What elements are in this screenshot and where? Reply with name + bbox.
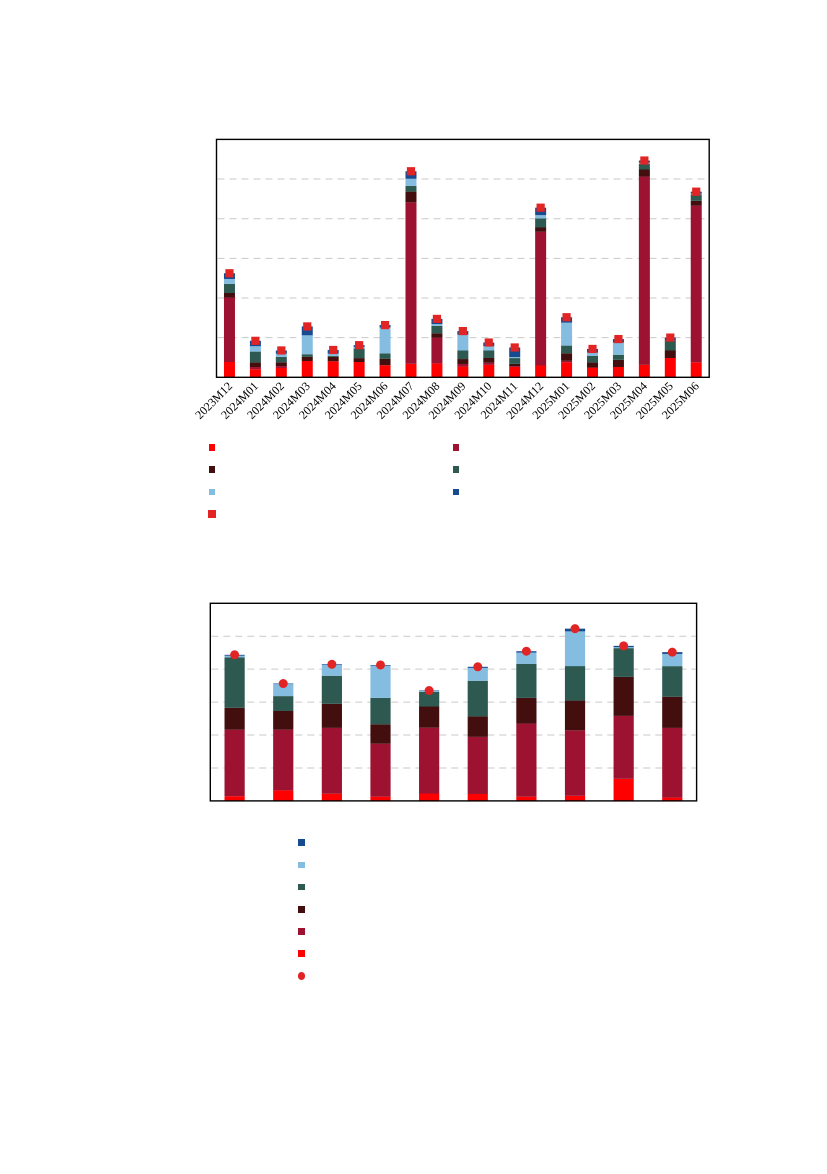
bar-segment-crimson	[468, 737, 488, 794]
bar-segment-maroon	[273, 711, 293, 730]
bar-segment-lightblue	[565, 631, 585, 666]
bar-3	[322, 660, 342, 801]
bar-segment-teal	[662, 666, 682, 697]
bar-segment-red	[565, 796, 585, 801]
bar-segment-crimson	[225, 730, 245, 796]
bar-segment-teal	[225, 658, 245, 708]
bar-segment-maroon	[516, 698, 536, 724]
bar-segment-maroon	[468, 716, 488, 736]
bar-segment-teal	[614, 648, 634, 677]
bar-5	[419, 686, 439, 801]
total-marker	[376, 660, 385, 669]
total-marker	[571, 624, 580, 633]
legend-swatch-dark-blue	[298, 839, 305, 846]
bar-1	[225, 650, 245, 801]
bar-segment-crimson	[662, 728, 682, 798]
bar-segment-red	[273, 790, 293, 801]
bar-segment-red	[614, 779, 634, 801]
bar-7	[516, 647, 536, 801]
bar-segment-teal	[322, 676, 342, 704]
bar-8	[565, 624, 585, 801]
legend-swatch-light-blue	[298, 862, 305, 869]
total-marker	[619, 641, 628, 650]
bar-segment-red	[225, 796, 245, 801]
bar-segment-crimson	[565, 730, 585, 796]
legend-swatch-dark-maroon	[298, 906, 305, 913]
bar-segment-teal	[273, 696, 293, 711]
bar-segment-crimson	[273, 730, 293, 791]
bar-2	[273, 679, 293, 801]
legend-swatch-bright-red	[298, 950, 305, 957]
bar-segment-crimson	[322, 728, 342, 794]
legend-swatch-dark-teal	[298, 884, 305, 891]
bar-segment-teal	[468, 681, 488, 717]
bar-segment-crimson	[516, 724, 536, 797]
bar-segment-maroon	[322, 704, 342, 728]
bar-segment-maroon	[370, 724, 390, 743]
bar-segment-red	[419, 793, 439, 800]
total-marker	[279, 679, 288, 688]
bar-segment-red	[468, 794, 488, 801]
bar-segment-red	[322, 794, 342, 801]
bar-segment-maroon	[662, 697, 682, 728]
bar-segment-crimson	[614, 716, 634, 779]
total-marker	[668, 648, 677, 657]
total-marker	[522, 647, 531, 656]
bar-segment-lightblue	[370, 666, 390, 698]
total-marker	[473, 662, 482, 671]
total-marker	[230, 650, 239, 659]
bar-segment-teal	[565, 666, 585, 701]
legend-swatch-dark-crimson	[298, 928, 305, 935]
bar-segment-maroon	[614, 677, 634, 716]
total-marker	[425, 686, 434, 695]
bar-segment-maroon	[565, 701, 585, 731]
bar-segment-maroon	[419, 706, 439, 727]
bar-segment-crimson	[370, 744, 390, 797]
total-marker	[327, 660, 336, 669]
bar-4	[370, 660, 390, 800]
legend-swatch-marker-red	[298, 972, 306, 980]
bar-segment-teal	[516, 664, 536, 698]
bar-6	[468, 662, 488, 801]
bar-segment-crimson	[419, 728, 439, 794]
bar-9	[614, 641, 634, 801]
bar-segment-teal	[370, 698, 390, 724]
bar-10	[662, 648, 682, 801]
bar-segment-maroon	[225, 708, 245, 730]
